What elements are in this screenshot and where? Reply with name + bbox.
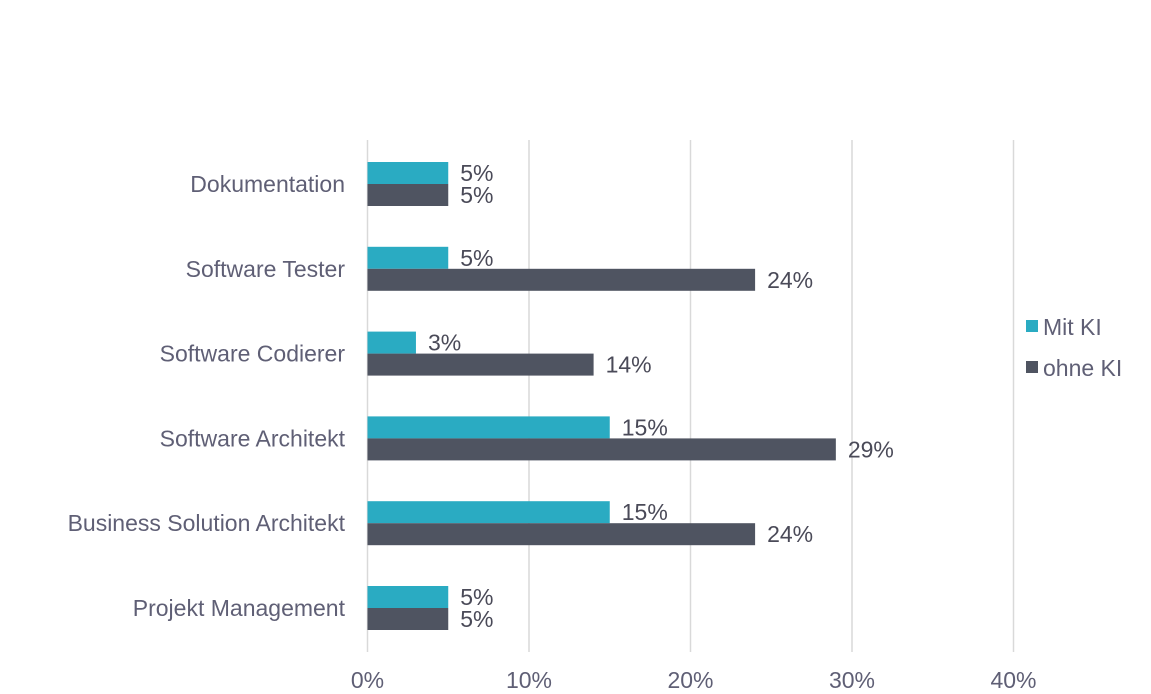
bar-ohne-ki — [367, 608, 449, 630]
bar-mit-ki — [367, 501, 610, 524]
x-tick-label: 20% — [667, 667, 713, 693]
category-label: Software Architekt — [160, 425, 346, 451]
bar-mit-ki — [367, 586, 449, 608]
data-label: 3% — [428, 330, 461, 356]
data-label: 5% — [460, 606, 493, 632]
bar-ohne-ki — [367, 438, 836, 461]
x-tick-label: 40% — [990, 667, 1036, 693]
legend-label: ohne KI — [1043, 355, 1122, 381]
data-label: 15% — [622, 499, 668, 525]
data-label: 24% — [767, 267, 813, 293]
category-label: Business Solution Architekt — [68, 510, 346, 536]
legend-label: Mit KI — [1043, 314, 1102, 340]
x-axis-ticks: 0% 10% 20% 30% 40% — [351, 667, 1037, 693]
data-label: 24% — [767, 521, 813, 547]
legend-swatch — [1026, 320, 1038, 332]
category-labels: Dokumentation Software Tester Software Cod… — [68, 171, 346, 621]
bar-ohne-ki — [367, 184, 449, 206]
x-tick-label: 30% — [829, 667, 875, 693]
bars: 5%5%5%24%3%14%15%29%15%24%5%5% — [367, 160, 894, 632]
bar-mit-ki — [367, 246, 449, 269]
data-label: 15% — [622, 414, 668, 440]
data-label: 5% — [460, 160, 493, 186]
legend-swatch — [1026, 361, 1038, 373]
category-label: Software Tester — [186, 256, 346, 282]
category-label: Software Codierer — [160, 341, 346, 367]
bar-mit-ki — [367, 162, 449, 184]
bar-ohne-ki — [367, 353, 594, 376]
data-label: 5% — [460, 182, 493, 208]
legend: Mit KI ohne KI — [1026, 314, 1122, 381]
bar-mit-ki — [367, 331, 416, 354]
data-label: 14% — [606, 352, 652, 378]
category-label: Dokumentation — [190, 171, 345, 197]
x-tick-label: 10% — [506, 667, 552, 693]
data-label: 5% — [460, 584, 493, 610]
data-label: 5% — [460, 245, 493, 271]
data-label: 29% — [848, 436, 894, 462]
category-label: Projekt Management — [133, 595, 346, 621]
gridlines — [366, 140, 1015, 652]
bar-mit-ki — [367, 416, 610, 439]
bar-ohne-ki — [367, 523, 756, 546]
x-tick-label: 0% — [351, 667, 384, 693]
bar-ohne-ki — [367, 268, 756, 291]
